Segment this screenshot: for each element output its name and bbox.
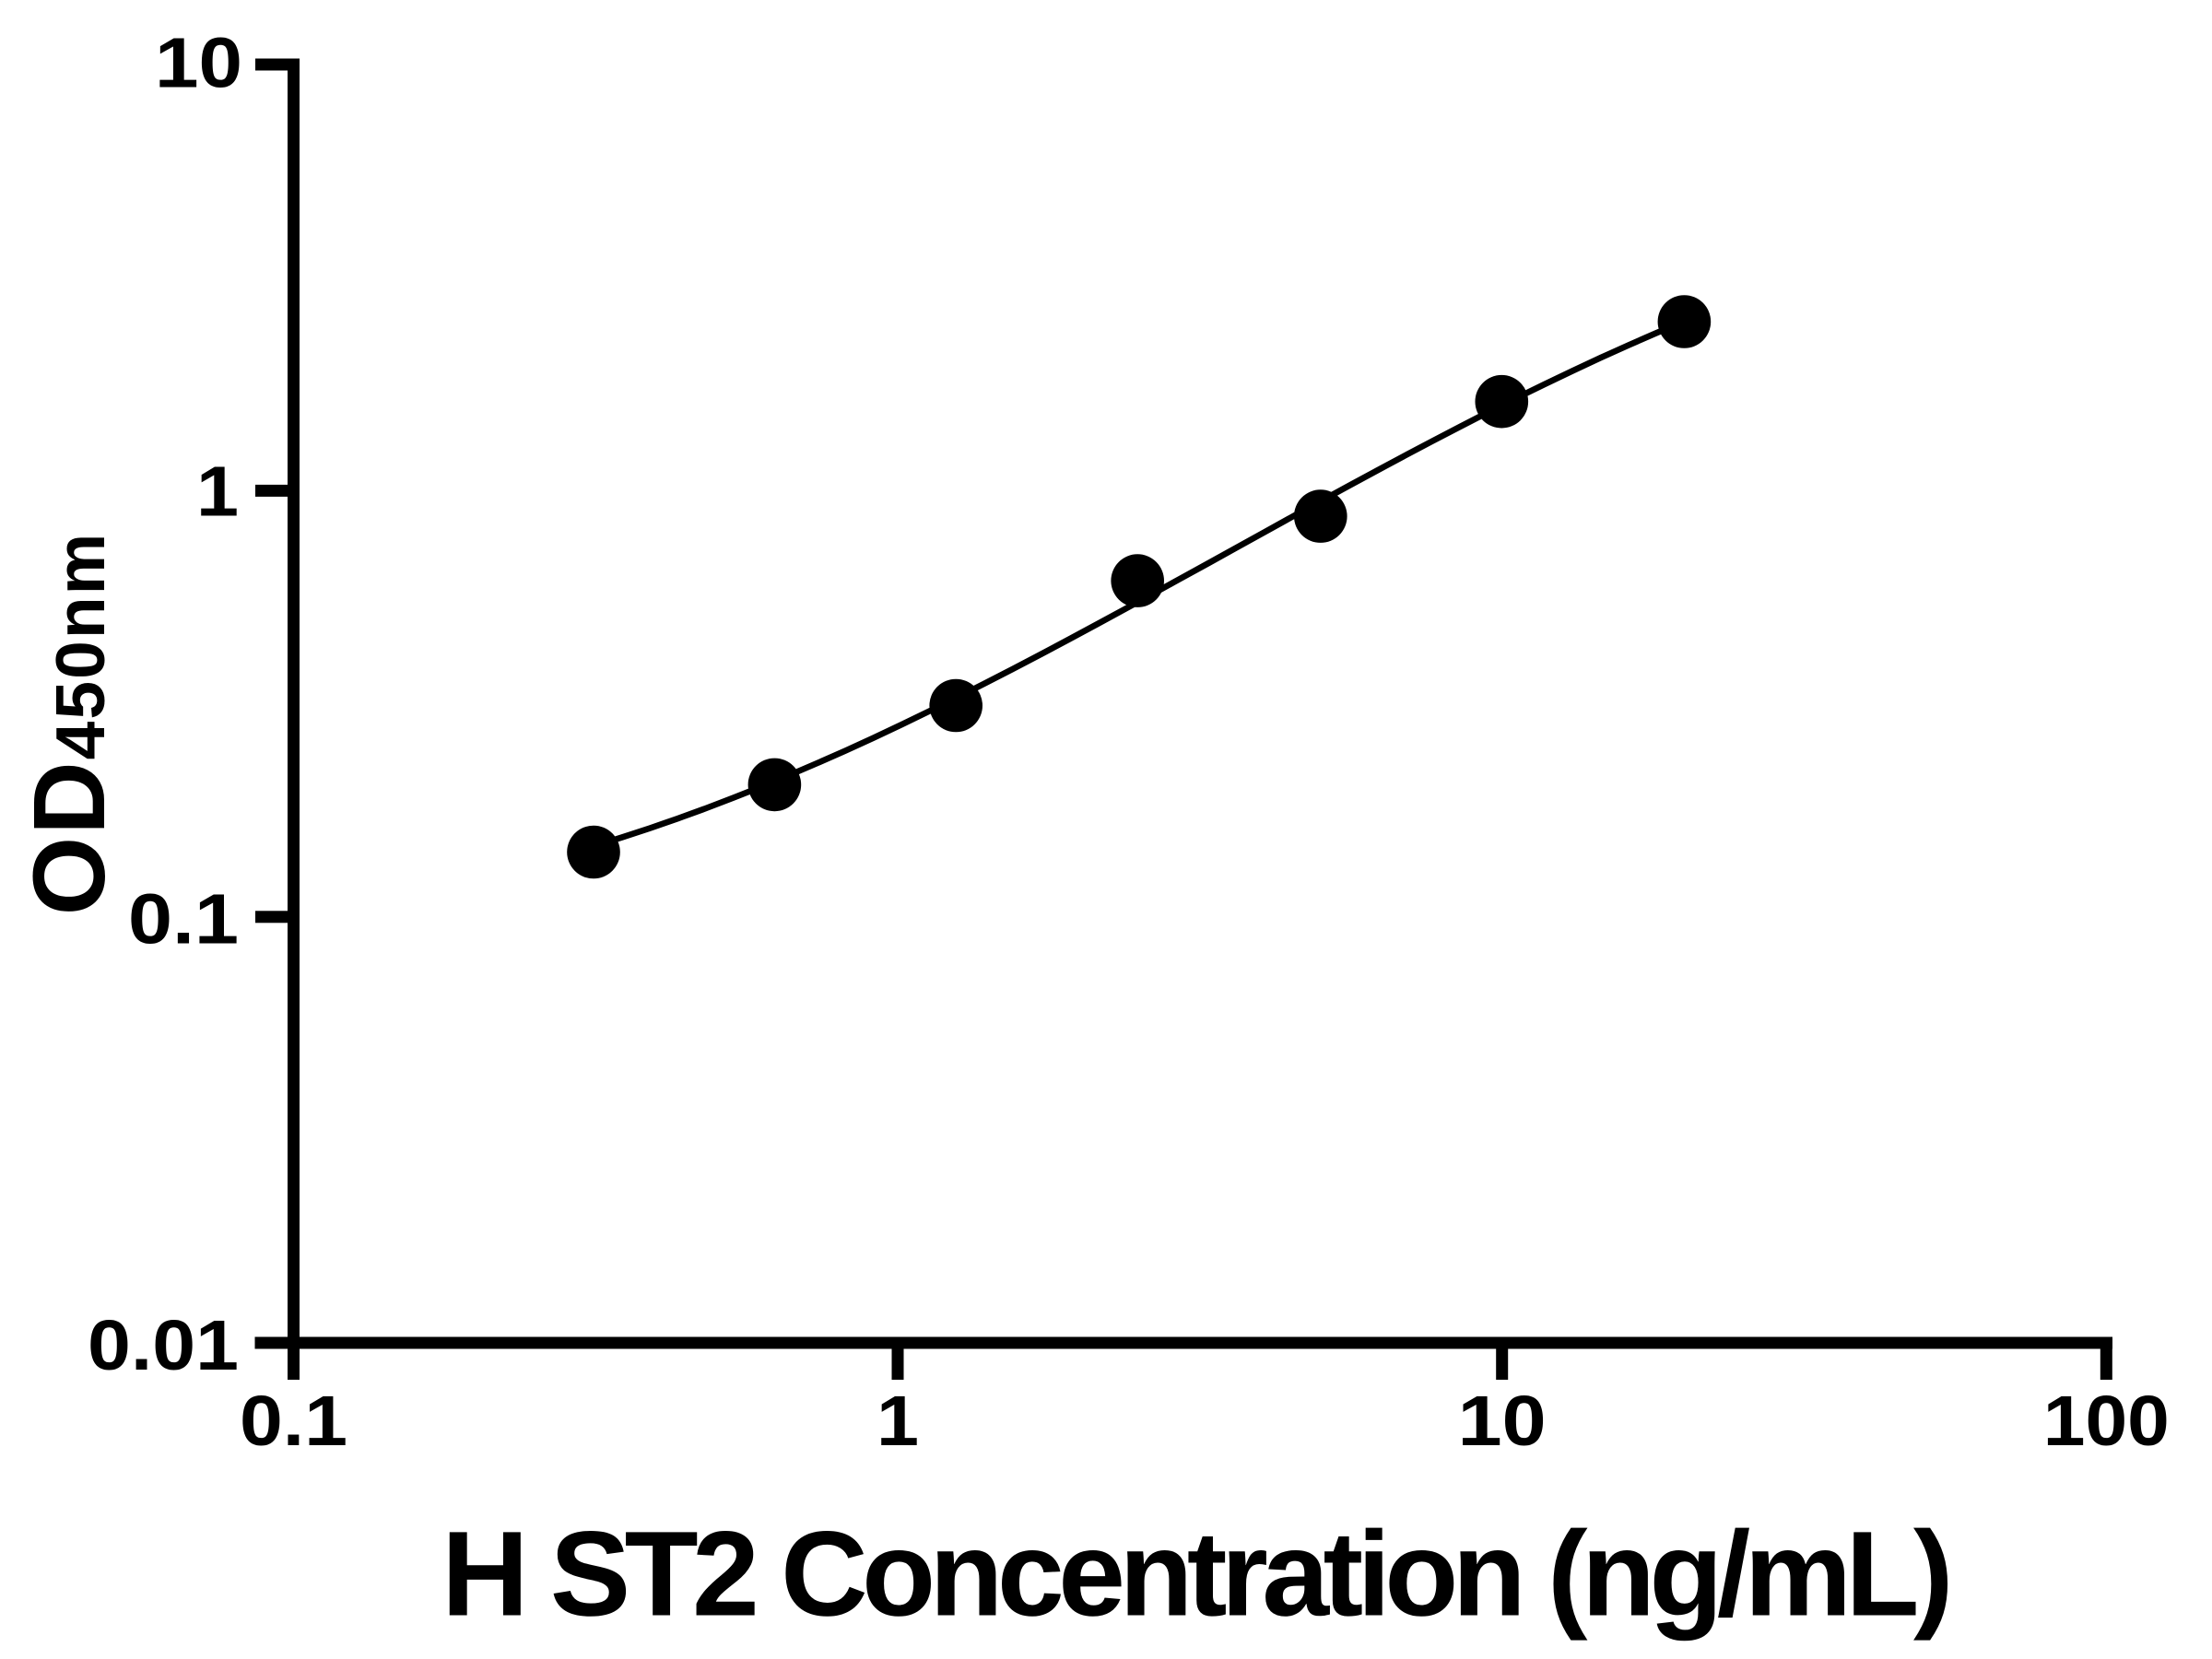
svg-text:1: 1: [196, 453, 239, 532]
svg-text:H ST2 Concentration (ng/mL): H ST2 Concentration (ng/mL): [441, 1506, 1948, 1641]
svg-text:0.1: 0.1: [240, 1382, 347, 1461]
svg-text:0.1: 0.1: [128, 879, 239, 959]
svg-text:100: 100: [2043, 1382, 2170, 1461]
svg-text:10: 10: [1458, 1382, 1547, 1461]
svg-text:1: 1: [877, 1382, 919, 1461]
svg-text:10: 10: [155, 24, 242, 103]
svg-text:0.01: 0.01: [88, 1306, 239, 1385]
svg-text:OD450nm: OD450nm: [13, 532, 126, 916]
